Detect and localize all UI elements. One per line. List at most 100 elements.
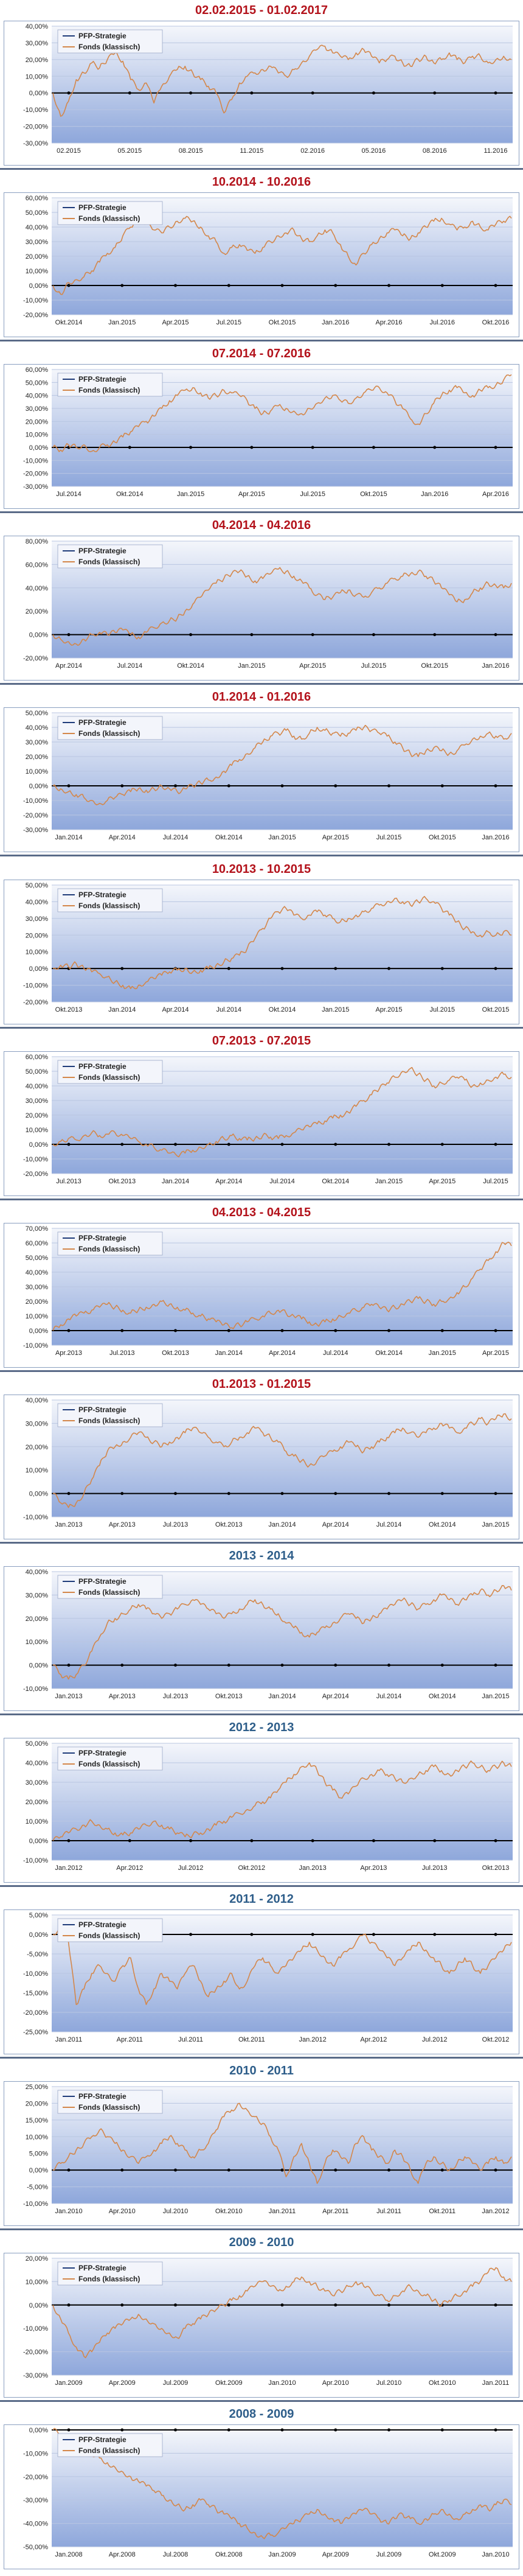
- y-tick-label: 40,00%: [26, 1760, 49, 1767]
- x-tick-marker: [387, 2168, 390, 2172]
- x-tick-marker: [67, 1329, 71, 1332]
- x-tick-label: 08.2016: [423, 147, 447, 155]
- x-tick-label: Okt.2008: [215, 2551, 243, 2558]
- x-tick-marker: [189, 91, 193, 95]
- x-tick-marker: [387, 284, 390, 287]
- panel-separator: [0, 855, 523, 857]
- legend-label-fonds: Fonds (klassisch): [78, 43, 140, 51]
- x-tick-marker: [311, 633, 314, 637]
- x-tick-label: Okt.2015: [421, 662, 448, 670]
- x-tick-marker: [433, 1933, 437, 1936]
- x-tick-label: Jul.2014: [216, 1006, 241, 1013]
- x-tick-marker: [494, 633, 497, 637]
- x-tick-label: Jan.2009: [55, 2379, 82, 2387]
- legend: PFP-Strategie Fonds (klassisch): [57, 2433, 163, 2457]
- x-tick-marker: [372, 1839, 375, 1843]
- x-tick-marker: [494, 1143, 497, 1146]
- y-tick-label: 10,00%: [26, 268, 49, 275]
- x-tick-label: Jan.2015: [268, 834, 296, 841]
- x-tick-marker: [128, 1839, 131, 1843]
- x-tick-label: Okt.2010: [215, 2208, 243, 2215]
- x-tick-label: Jan.2015: [177, 491, 204, 498]
- x-tick-label: Okt.2014: [55, 319, 83, 326]
- x-tick-label: Jul.2008: [163, 2551, 189, 2558]
- x-tick-label: Jan.2013: [299, 1864, 327, 1872]
- chart-frame: 50,00% 40,00% 30,00% 20,00% 10,00% 0,00% -10,0…: [4, 707, 519, 853]
- x-tick-marker: [440, 2428, 444, 2432]
- x-tick-marker: [227, 1491, 230, 1495]
- x-tick-marker: [387, 2303, 390, 2307]
- chart-panel: 07.2014 - 07.2016 60,00% 50,00% 40,00% 30,00…: [0, 343, 523, 515]
- x-tick-marker: [494, 1329, 497, 1332]
- y-tick-label: 20,00%: [26, 1799, 49, 1806]
- x-tick-marker: [387, 1491, 390, 1495]
- x-tick-label: Jan.2008: [55, 2551, 82, 2558]
- y-tick-label: -10,00%: [23, 1514, 48, 1521]
- line-chart: 60,00% 50,00% 40,00% 30,00% 20,00% 10,00% 0,00…: [23, 195, 513, 326]
- x-tick-label: Jul.2015: [376, 834, 402, 841]
- y-tick-label: -10,00%: [23, 1156, 48, 1163]
- y-tick-label: 20,00%: [26, 419, 49, 426]
- x-tick-label: Jul.2015: [429, 1006, 455, 1013]
- y-tick-label: 60,00%: [26, 1240, 49, 1247]
- x-tick-label: Apr.2015: [238, 491, 265, 498]
- y-tick-label: 30,00%: [26, 1097, 49, 1105]
- y-tick-label: 10,00%: [26, 1467, 49, 1474]
- chart-panel: 2012 - 2013 50,00% 40,00% 30,00% 20,00% 10,00…: [0, 1717, 523, 1889]
- x-tick-label: Okt.2013: [482, 1864, 510, 1872]
- x-tick-marker: [494, 2303, 497, 2307]
- x-tick-marker: [67, 2428, 71, 2432]
- y-tick-label: -30,00%: [23, 2497, 48, 2505]
- y-tick-label: 40,00%: [26, 898, 49, 906]
- x-tick-label: Apr.2011: [117, 2036, 143, 2043]
- legend-box: [57, 1746, 163, 1771]
- y-tick-label: 10,00%: [26, 1313, 49, 1320]
- x-tick-marker: [280, 1491, 284, 1495]
- x-tick-label: Jul.2012: [178, 1864, 204, 1872]
- x-tick-label: Okt.2011: [429, 2208, 455, 2215]
- legend: PFP-Strategie Fonds (klassisch): [57, 1060, 163, 1083]
- x-tick-label: Apr.2014: [55, 662, 82, 670]
- chart-title: 2011 - 2012: [229, 1892, 294, 1906]
- chart-panel: 2008 - 2009 0,00% -10,00% -20,00% -30,00% -40…: [0, 2404, 523, 2575]
- y-tick-label: -10,00%: [23, 1857, 48, 1864]
- line-chart: 60,00% 50,00% 40,00% 30,00% 20,00% 10,00% 0,00…: [23, 366, 513, 498]
- x-tick-marker: [387, 1329, 390, 1332]
- legend-box: [57, 201, 163, 225]
- legend-label-fonds: Fonds (klassisch): [78, 901, 140, 910]
- x-tick-label: 02.2015: [57, 147, 81, 155]
- x-tick-marker: [67, 1491, 71, 1495]
- x-tick-label: Apr.2009: [109, 2379, 136, 2387]
- x-tick-label: Okt.2014: [116, 491, 144, 498]
- x-tick-label: Jan.2014: [162, 1178, 189, 1185]
- x-tick-label: Jan.2013: [55, 1521, 82, 1528]
- y-tick-label: 40,00%: [26, 724, 49, 732]
- y-tick-label: -10,00%: [23, 1970, 48, 1978]
- series-line-fonds: [52, 2102, 512, 2185]
- chart-frame: 0,00% -10,00% -20,00% -30,00% -40,00% -50,00%…: [4, 2424, 519, 2570]
- legend-label-fonds: Fonds (klassisch): [78, 2275, 140, 2283]
- panel-separator: [0, 1026, 523, 1029]
- y-tick-label: -20,00%: [23, 655, 48, 662]
- x-tick-marker: [334, 1663, 338, 1667]
- x-tick-marker: [372, 633, 375, 637]
- y-tick-label: 60,00%: [26, 562, 49, 569]
- x-tick-label: Apr.2011: [322, 2208, 348, 2215]
- y-tick-label: 50,00%: [26, 209, 49, 217]
- y-tick-label: 60,00%: [26, 1054, 49, 1061]
- chart-frame: 5,00% 0,00% -5,00% -10,00% -15,00% -20,00% -25…: [4, 1909, 519, 2055]
- y-tick-label: 10,00%: [26, 2279, 49, 2286]
- x-tick-label: Jul.2016: [429, 319, 455, 326]
- x-tick-marker: [387, 1143, 390, 1146]
- x-tick-label: Okt.2013: [162, 1349, 189, 1357]
- panel-separator: [0, 168, 523, 170]
- x-tick-label: Okt.2016: [482, 319, 510, 326]
- x-tick-marker: [250, 446, 254, 449]
- y-tick-label: -10,00%: [23, 2451, 48, 2458]
- legend-box: [57, 2261, 163, 2286]
- x-tick-marker: [387, 967, 390, 970]
- chart-title: 10.2014 - 10.2016: [212, 175, 311, 189]
- y-tick-label: 40,00%: [26, 1569, 49, 1576]
- chart-panel: 10.2014 - 10.2016 60,00% 50,00% 40,00% 30,00…: [0, 172, 523, 343]
- x-tick-marker: [120, 284, 124, 287]
